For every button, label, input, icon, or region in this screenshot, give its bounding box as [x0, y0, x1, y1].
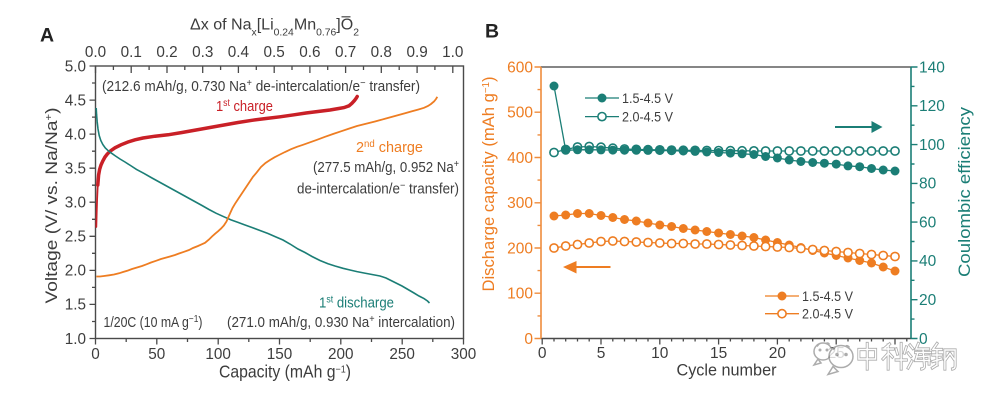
- svg-text:A: A: [40, 25, 54, 47]
- svg-text:0.4: 0.4: [228, 44, 250, 61]
- svg-text:2.0: 2.0: [65, 263, 86, 280]
- svg-text:1st charge: 1st charge: [216, 98, 273, 116]
- svg-text:300: 300: [451, 346, 477, 363]
- svg-text:Cycle number: Cycle number: [677, 362, 778, 380]
- svg-text:1/20C (10 mA g−1): 1/20C (10 mA g−1): [104, 314, 203, 332]
- svg-text:1st discharge: 1st discharge: [319, 294, 394, 312]
- svg-text:20: 20: [919, 292, 937, 309]
- svg-text:1.0: 1.0: [442, 44, 463, 61]
- svg-text:0.7: 0.7: [335, 44, 356, 61]
- svg-text:Capacity (mAh g−1): Capacity (mAh g−1): [219, 361, 351, 381]
- svg-text:10: 10: [651, 345, 669, 362]
- svg-text:4.5: 4.5: [65, 92, 86, 109]
- svg-text:200: 200: [507, 240, 533, 257]
- svg-text:5: 5: [597, 345, 606, 362]
- svg-text:de-intercalation/e− transfer): de-intercalation/e− transfer): [297, 180, 459, 198]
- svg-text:1.5: 1.5: [65, 297, 86, 314]
- svg-text:0: 0: [91, 346, 100, 363]
- svg-text:50: 50: [148, 346, 165, 363]
- svg-text:400: 400: [507, 150, 533, 167]
- svg-text:Discharge capacity (mAh g−1): Discharge capacity (mAh g−1): [479, 77, 498, 292]
- svg-text:100: 100: [507, 286, 533, 303]
- svg-text:1.5-4.5 V: 1.5-4.5 V: [622, 90, 674, 106]
- svg-text:0.9: 0.9: [406, 44, 427, 61]
- svg-text:100: 100: [205, 346, 231, 363]
- svg-text:140: 140: [919, 59, 945, 76]
- svg-text:0.3: 0.3: [192, 44, 213, 61]
- svg-text:0.6: 0.6: [299, 44, 320, 61]
- svg-text:0.5: 0.5: [263, 44, 284, 61]
- svg-text:Coulombic efficiency: Coulombic efficiency: [955, 106, 974, 277]
- svg-text:20: 20: [769, 345, 787, 362]
- svg-text:40: 40: [919, 253, 937, 270]
- svg-text:250: 250: [389, 346, 415, 363]
- svg-text:0.1: 0.1: [121, 44, 142, 61]
- svg-text:100: 100: [919, 137, 945, 154]
- svg-text:B: B: [485, 21, 499, 43]
- svg-text:300: 300: [507, 195, 533, 212]
- svg-text:120: 120: [919, 98, 945, 115]
- svg-text:(277.5 mAh/g, 0.952 Na+: (277.5 mAh/g, 0.952 Na+: [313, 159, 459, 177]
- svg-text:80: 80: [919, 176, 937, 193]
- svg-text:0.2: 0.2: [156, 44, 177, 61]
- svg-text:(271.0 mAh/g, 0.930 Na+ interc: (271.0 mAh/g, 0.930 Na+ intercalation): [227, 314, 455, 332]
- svg-text:4.0: 4.0: [65, 126, 86, 143]
- svg-text:1.5-4.5 V: 1.5-4.5 V: [802, 288, 854, 304]
- svg-text:60: 60: [919, 214, 937, 231]
- svg-text:15: 15: [710, 345, 727, 362]
- svg-text:2.0-4.5 V: 2.0-4.5 V: [802, 306, 854, 322]
- svg-text:Voltage (V/ vs. Na/Na+): Voltage (V/ vs. Na/Na+): [42, 108, 61, 304]
- svg-text:2.5: 2.5: [65, 229, 86, 246]
- svg-text:150: 150: [267, 346, 293, 363]
- svg-text:0: 0: [524, 331, 533, 348]
- svg-text:600: 600: [507, 59, 533, 76]
- svg-text:(212.6 mAh/g, 0.730 Na+ de-int: (212.6 mAh/g, 0.730 Na+ de-intercalation…: [102, 78, 420, 96]
- svg-text:200: 200: [328, 346, 354, 363]
- svg-text:3.0: 3.0: [65, 195, 86, 212]
- svg-text:5.0: 5.0: [65, 58, 86, 75]
- svg-text:0.0: 0.0: [85, 44, 106, 61]
- svg-text:0: 0: [919, 331, 928, 348]
- svg-text:0: 0: [538, 345, 547, 362]
- svg-text:2.0-4.5 V: 2.0-4.5 V: [622, 108, 674, 124]
- svg-text:0.8: 0.8: [371, 44, 392, 61]
- svg-text:500: 500: [507, 105, 533, 122]
- svg-text:3.5: 3.5: [65, 161, 86, 178]
- svg-text:1.0: 1.0: [65, 331, 86, 348]
